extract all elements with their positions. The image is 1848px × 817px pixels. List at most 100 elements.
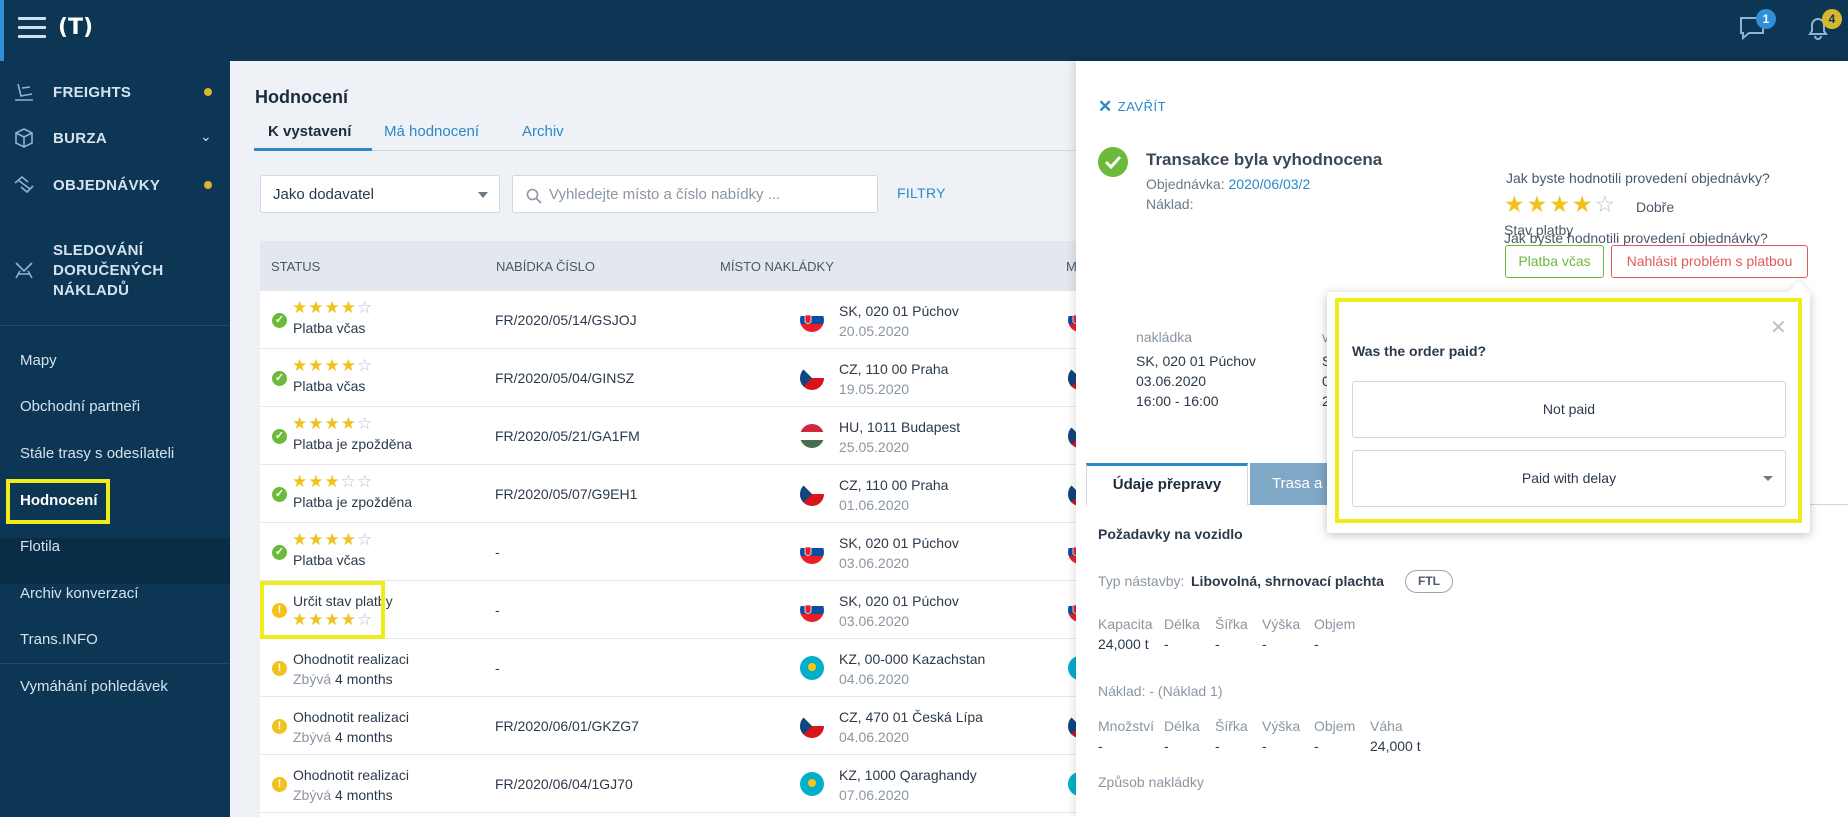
sidebar-item-fleet[interactable]: Flotila: [20, 538, 61, 555]
loading-date: 25.05.2020: [839, 439, 910, 455]
rating-stars: ★★★☆☆: [292, 472, 374, 491]
freights-dot: [204, 88, 212, 96]
ratings-table: STATUS NABÍDKA ČÍSLO MÍSTO NAKLÁDKY M ✓ ★…: [260, 241, 1076, 817]
loading-time: 16:00 - 16:00: [1136, 393, 1219, 409]
status-text: Platba včas: [293, 320, 366, 336]
menu-icon[interactable]: [18, 17, 46, 39]
app-logo[interactable]: (T): [58, 15, 94, 40]
vehicle-spec-label: Výška: [1262, 616, 1301, 632]
col-unloading-place[interactable]: M: [1066, 259, 1076, 274]
table-row[interactable]: ✓ ★★★★☆ Platba je zpožděna FR/2020/05/21/GA…: [260, 407, 1076, 465]
status-text: Platba včas: [293, 552, 366, 568]
table-row[interactable]: ! Ohodnotit realizaci Zbývá 4 months - KZ, 0…: [260, 639, 1076, 697]
tracking-label-line-1: SLEDOVÁNÍ: [53, 242, 144, 259]
popover-title: Was the order paid?: [1352, 343, 1487, 359]
tab-transport-details[interactable]: Údaje přepravy: [1086, 463, 1248, 505]
offer-number: -: [495, 602, 500, 618]
offer-number: -: [495, 660, 500, 676]
paid-with-delay-label: Paid with delay: [1521, 470, 1617, 486]
col-offer-number[interactable]: NABÍDKA ČÍSLO: [496, 259, 595, 274]
status-text: Platba včas: [293, 378, 366, 394]
flag-cz-icon: [800, 482, 824, 506]
cargo-section-label: Náklad:: [1098, 683, 1146, 699]
rating-word: Dobře: [1636, 199, 1675, 215]
vehicle-spec-label: Délka: [1164, 616, 1200, 632]
order-label: Objednávka:: [1146, 176, 1225, 192]
loading-date: 19.05.2020: [839, 381, 910, 397]
cargo-section-value: - (Náklad 1): [1149, 683, 1223, 699]
col-loading-place[interactable]: MÍSTO NAKLÁDKY: [720, 259, 834, 274]
table-row[interactable]: ✓ ★★★☆☆ Platba je zpožděna FR/2020/05/07/G9…: [260, 465, 1076, 523]
paid-on-time-button[interactable]: Platba včas: [1505, 245, 1604, 278]
sidebar-item-burza[interactable]: BURZA ⌄: [0, 125, 230, 151]
table-row[interactable]: ✓ ★★★★☆ Platba včas FR/2020/05/04/GINSZ CZ, …: [260, 349, 1076, 407]
sidebar-item-tracking[interactable]: SLEDOVÁNÍ DORUČENÝCH NÁKLADŮ: [0, 239, 230, 301]
order-line: Objednávka: 2020/06/03/2: [1146, 176, 1310, 192]
sidebar-item-maps[interactable]: Mapy: [20, 352, 57, 369]
order-link[interactable]: 2020/06/03/2: [1228, 176, 1311, 192]
loading-date: 01.06.2020: [839, 497, 910, 513]
notifications-button[interactable]: 4: [1804, 9, 1842, 44]
rating-stars[interactable]: ★★★★☆: [1504, 191, 1618, 217]
vehicle-requirements-title: Požadavky na vozidlo: [1098, 526, 1243, 542]
unloading-flag-icon: [1068, 540, 1076, 564]
table-row[interactable]: ! Určit stav platby ★★★★☆ - SK, 020 01 Púcho…: [260, 581, 1076, 639]
unloading-flag-icon: [1068, 656, 1076, 680]
sidebar-item-label: SLEDOVÁNÍ DORUČENÝCH NÁKLADŮ: [53, 241, 164, 301]
loading-place: SK, 020 01 Púchov: [839, 303, 959, 319]
popover-close-icon[interactable]: ✕: [1770, 317, 1787, 339]
unloading-label-peek: v: [1322, 329, 1329, 345]
table-row[interactable]: ✓ ★★★★☆ Platba včas - SK, 020 01 Púchov 03.06…: [260, 523, 1076, 581]
status-text: Platba je zpožděna: [293, 436, 413, 452]
rating-stars: ★★★★☆: [292, 356, 374, 375]
table-row[interactable]: ✓ ★★★★☆ Platba včas FR/2020/05/14/GSJOJ SK, …: [260, 291, 1076, 349]
tab-my-ratings[interactable]: Má hodnocení: [384, 123, 480, 140]
table-row[interactable]: ! Ohodnotit realizaci Zbývá 4 months FR/202…: [260, 755, 1076, 813]
offer-number: FR/2020/05/07/G9EH1: [495, 486, 638, 502]
sidebar-item-label: BURZA: [53, 130, 107, 147]
main-content: Hodnocení K vystavení Má hodnocení Archi…: [230, 61, 1076, 817]
table-header: STATUS NABÍDKA ČÍSLO MÍSTO NAKLÁDKY M: [260, 241, 1076, 291]
cargo-spec-value: -: [1098, 738, 1103, 754]
sidebar-item-chat-archive[interactable]: Archiv konverzací: [20, 585, 139, 602]
paid-with-delay-select[interactable]: Paid with delay: [1352, 450, 1786, 507]
loading-place: SK, 020 01 Púchov: [1136, 353, 1256, 369]
sidebar-item-partners[interactable]: Obchodní partneři: [20, 398, 141, 415]
col-status[interactable]: STATUS: [271, 259, 321, 274]
tab-to-issue[interactable]: K vystavení: [268, 123, 352, 140]
sidebar-item-orders[interactable]: OBJEDNÁVKY: [0, 172, 230, 198]
vehicle-spec-label: Šířka: [1215, 616, 1248, 632]
unloading-flag-icon: [1068, 714, 1076, 738]
sidebar-item-transinfo[interactable]: Trans.INFO: [20, 631, 98, 648]
unloading-flag-icon: [1068, 366, 1076, 390]
sidebar-item-ratings[interactable]: Hodnocení: [20, 492, 98, 509]
vehicle-spec-value: -: [1164, 636, 1169, 652]
not-paid-button[interactable]: Not paid: [1352, 381, 1786, 438]
body-type-label: Typ nástavby:: [1098, 573, 1185, 589]
status-text: Platba je zpožděna: [293, 494, 413, 510]
role-select[interactable]: Jako dodavatel: [260, 175, 500, 213]
unloading-flag-icon: [1068, 424, 1076, 448]
flag-kz-icon: [800, 772, 824, 796]
success-check-icon: [1098, 147, 1128, 177]
sidebar: FREIGHTS BURZA ⌄ OBJEDNÁVKY SLEDOVÁNÍ DO…: [0, 61, 230, 817]
filters-button[interactable]: FILTRY: [897, 185, 946, 201]
search-input[interactable]: [549, 184, 869, 204]
sidebar-item-routes[interactable]: Stále trasy s odesílateli: [20, 445, 175, 462]
highlight-popover: [1335, 298, 1802, 523]
sidebar-item-freights[interactable]: FREIGHTS: [0, 79, 230, 105]
rating-question-text: Jak byste hodnotili provedení objednávky…: [1506, 170, 1770, 186]
flag-kz-icon: [800, 656, 824, 680]
loading-place: CZ, 110 00 Praha: [839, 477, 949, 493]
sidebar-item-debt-collection[interactable]: Vymáhání pohledávek: [20, 678, 168, 695]
chat-button[interactable]: 1: [1738, 9, 1776, 44]
close-button[interactable]: ✕ ZAVŘÍT: [1098, 97, 1166, 117]
check-circle-icon: ✓: [272, 429, 287, 444]
tab-archive[interactable]: Archiv: [522, 123, 564, 140]
loading-date: 04.06.2020: [839, 729, 910, 745]
loading-place: SK, 020 01 Púchov: [839, 593, 959, 609]
offer-number: FR/2020/06/01/GKZG7: [495, 718, 639, 734]
report-payment-problem-button[interactable]: Nahlásit problém s platbou: [1611, 245, 1808, 278]
check-circle-icon: ✓: [272, 313, 287, 328]
table-row[interactable]: ! Ohodnotit realizaci Zbývá 4 months FR/202…: [260, 697, 1076, 755]
